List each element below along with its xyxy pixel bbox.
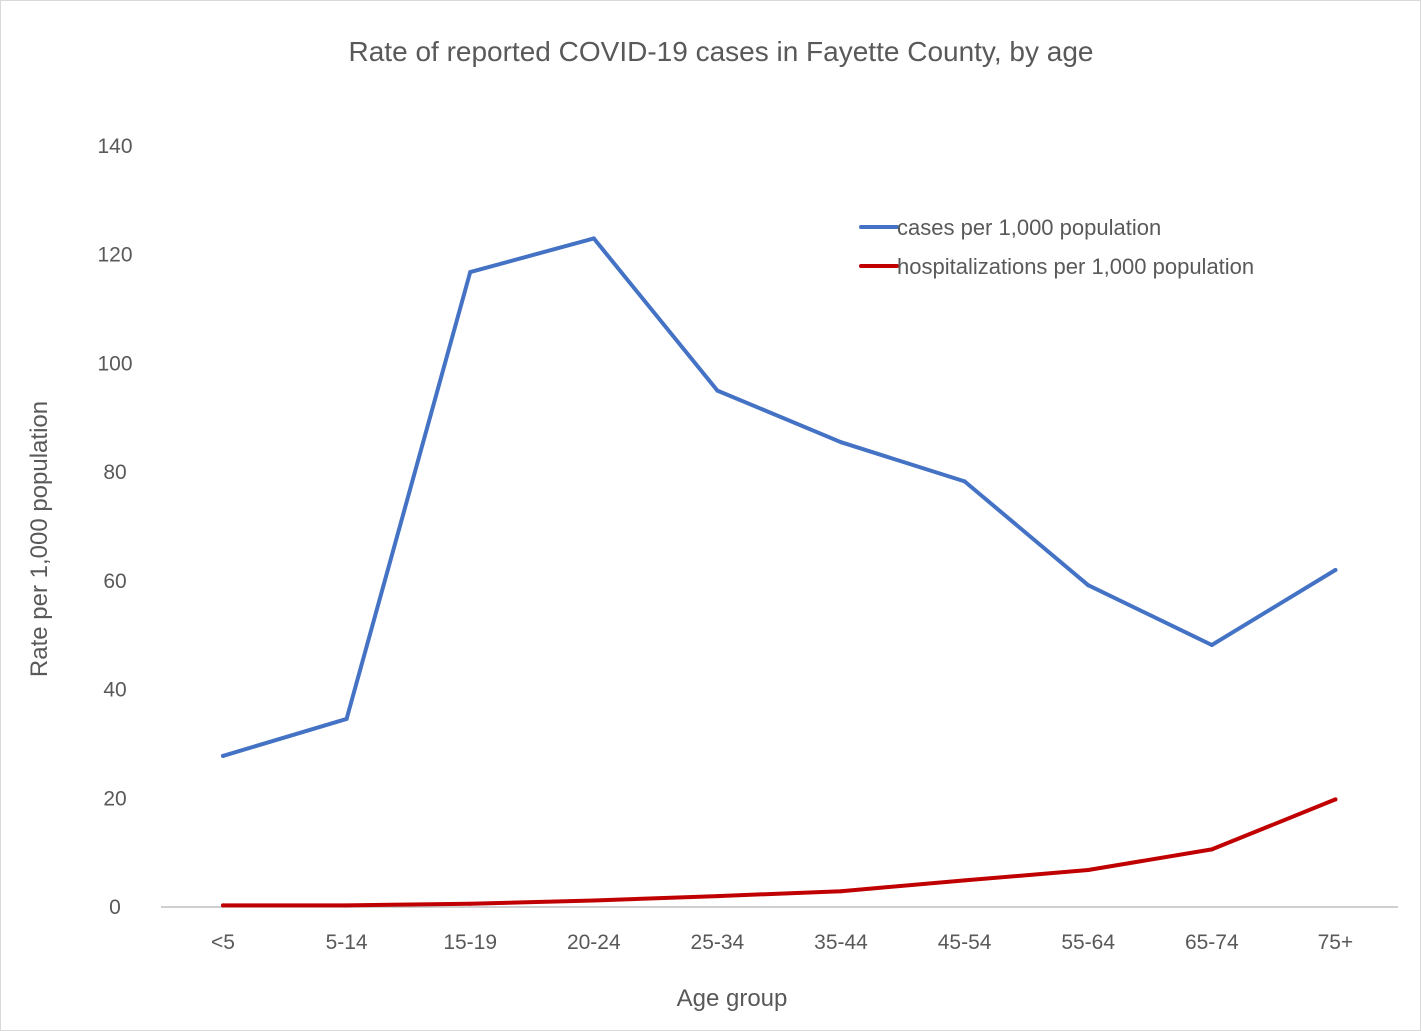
y-tick-label: 40 [103,679,126,702]
x-axis-ticks: <5 5-14 15-19 20-24 25-34 35-44 45-54 55-64 65-7… [211,931,1353,954]
y-tick-label: 80 [103,461,126,484]
series-0-point [1086,583,1091,588]
series-1-point [221,903,225,908]
x-tick-label: 35-44 [814,931,868,954]
series-0-point [839,440,843,445]
series-1-point [591,898,596,903]
series-1-point [1086,868,1091,873]
series-0-point [591,236,596,241]
series-1-point [962,878,967,883]
x-tick-label: 55-64 [1061,931,1115,954]
series-group [221,236,1338,908]
x-tick-label: <5 [211,931,235,954]
y-tick-label: 60 [103,570,126,593]
x-tick-label: 45-54 [938,931,992,954]
y-tick-label: 140 [97,135,132,158]
y-tick-label: 20 [103,787,126,810]
x-tick-label: 75+ [1318,931,1354,954]
series-1-point [344,903,349,908]
series-1-point [1209,847,1214,852]
y-tick-label: 120 [97,244,132,267]
chart-title: Rate of reported COVID-19 cases in Fayet… [349,36,1094,67]
series-1-point [1333,797,1338,802]
series-0-point [1209,642,1214,647]
y-axis-title: Rate per 1,000 population [26,401,53,677]
series-1-point [715,894,720,899]
series-0-point [715,388,720,393]
series-line-0 [221,236,1338,758]
y-tick-label: 0 [109,896,121,919]
x-tick-label: 25-34 [691,931,745,954]
x-tick-label: 5-14 [326,931,368,954]
y-axis-ticks: 0 20 40 60 80 100 120 140 [97,135,132,919]
y-tick-label: 100 [97,352,132,375]
x-tick-label: 20-24 [567,931,621,954]
series-0-point [1333,567,1338,572]
x-tick-label: 15-19 [443,931,497,954]
legend: cases per 1,000 population hospitalizatio… [859,215,1254,279]
series-0-point [468,270,473,275]
series-0-point [344,716,349,721]
legend-label-0: cases per 1,000 population [897,215,1161,240]
series-line-1 [221,797,1338,908]
legend-label-1: hospitalizations per 1,000 population [897,254,1254,279]
series-0-point [962,479,967,484]
series-0-point [221,753,225,758]
x-tick-label: 65-74 [1185,931,1239,954]
series-1-point [839,889,843,894]
x-axis-title: Age group [677,985,788,1012]
series-1-point [468,901,473,906]
